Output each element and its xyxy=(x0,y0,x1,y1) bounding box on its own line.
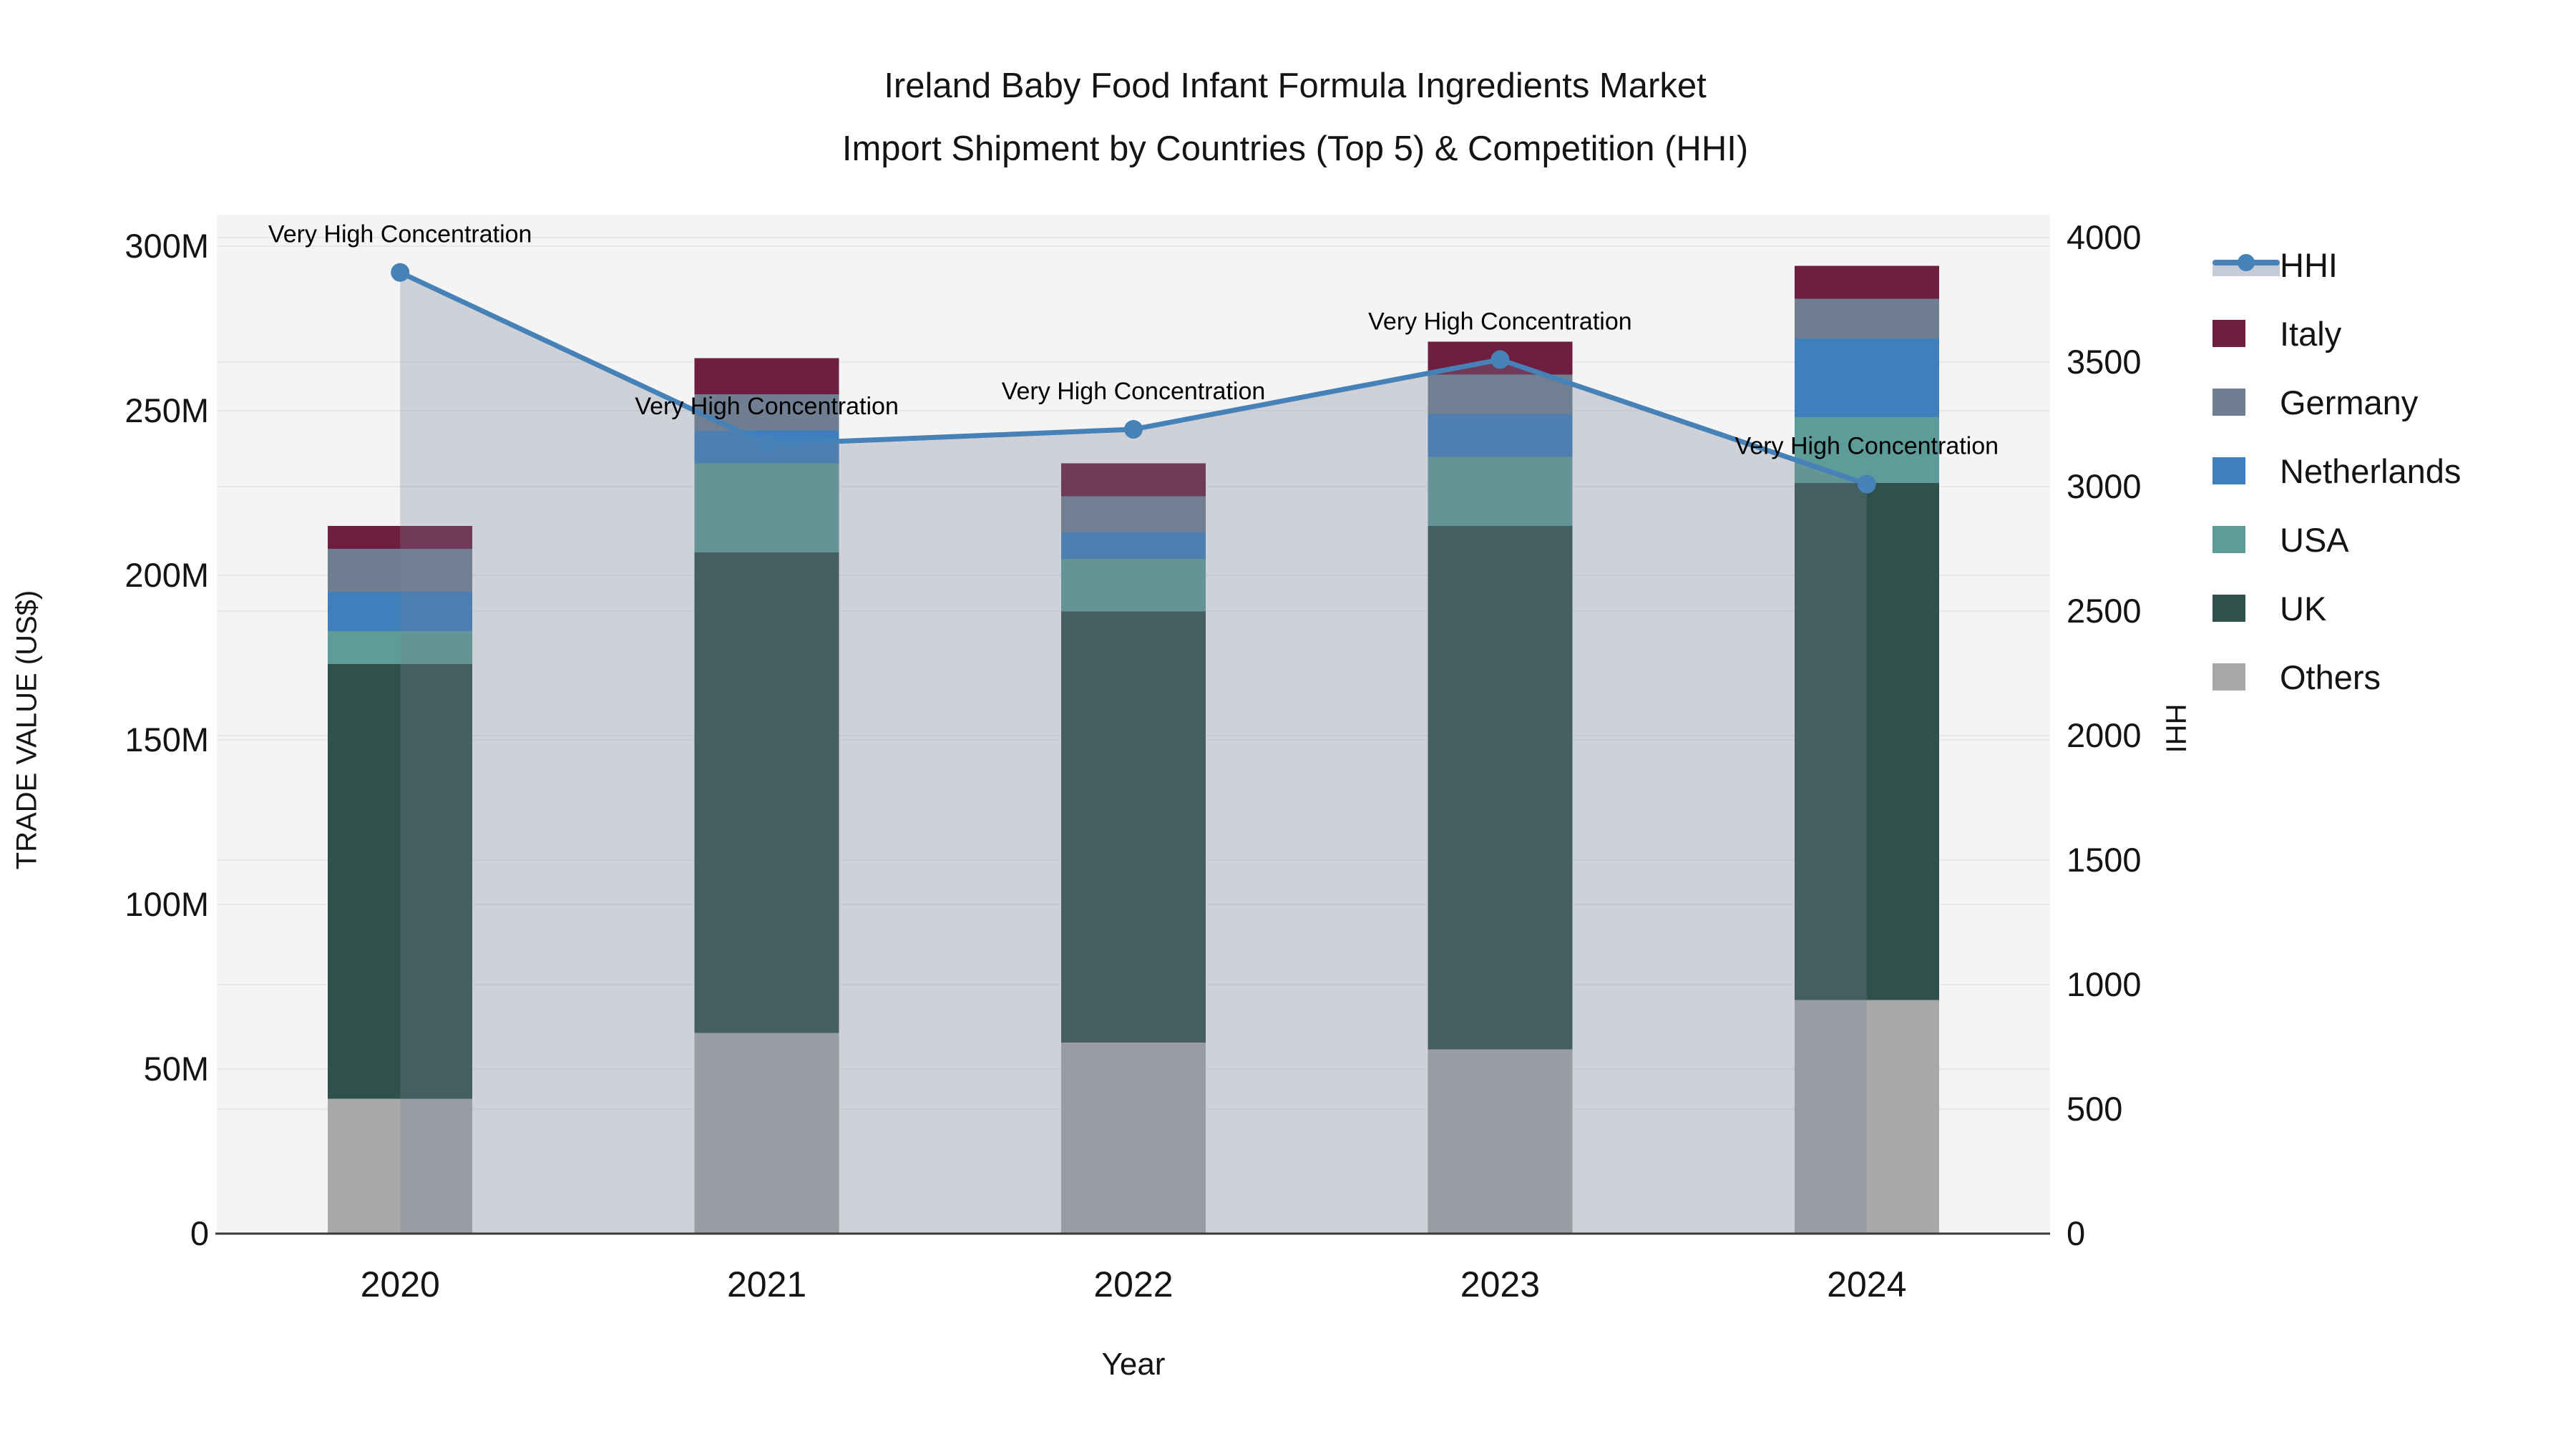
y-right-tick-label: 2000 xyxy=(2067,716,2142,754)
legend-swatch-others xyxy=(2212,663,2245,691)
y-right-tick-label: 0 xyxy=(2067,1214,2085,1252)
bar-segment-others-2024[interactable] xyxy=(1794,1000,1939,1234)
bar-segment-uk-2021[interactable] xyxy=(694,552,839,1033)
bar-segment-uk-2022[interactable] xyxy=(1061,611,1206,1043)
bar-segment-germany-2021[interactable] xyxy=(694,394,839,431)
y-axis-title-right: HHI xyxy=(2160,703,2192,753)
hhi-marker-2022[interactable] xyxy=(1124,419,1143,439)
bar-segment-italy-2020[interactable] xyxy=(328,526,473,550)
bar-segment-netherlands-2023[interactable] xyxy=(1428,414,1573,457)
y-left-tick-label: 150M xyxy=(125,721,209,758)
y-left-tick-label: 200M xyxy=(125,556,209,594)
y-right-tick-label: 3500 xyxy=(2067,343,2142,381)
bar-segment-netherlands-2020[interactable] xyxy=(328,592,473,632)
bar-segment-uk-2024[interactable] xyxy=(1794,483,1939,1000)
legend-item-usa[interactable]: USA xyxy=(2212,505,2461,574)
y-right-tick-label: 1500 xyxy=(2067,841,2142,879)
legend-item-italy[interactable]: Italy xyxy=(2212,299,2461,368)
bar-segment-usa-2022[interactable] xyxy=(1061,559,1206,612)
y-right-tick-label: 4000 xyxy=(2067,218,2142,256)
bar-segment-germany-2024[interactable] xyxy=(1794,298,1939,338)
hhi-marker-2024[interactable] xyxy=(1857,474,1876,494)
x-tick-label-2021: 2021 xyxy=(727,1264,806,1304)
legend-item-label: Netherlands xyxy=(2280,452,2462,490)
legend-item-germany[interactable]: Germany xyxy=(2212,368,2461,436)
y-right-tick-label: 500 xyxy=(2067,1090,2122,1128)
y-left-tick-label: 0 xyxy=(190,1214,209,1252)
legend-swatch-usa xyxy=(2212,526,2245,553)
legend-swatch-uk xyxy=(2212,595,2245,622)
hhi-marker-glyph xyxy=(2238,254,2255,271)
hhi-area-fill xyxy=(400,272,1867,1234)
hhi-marker-2020[interactable] xyxy=(391,263,410,282)
legend-item-label: Italy xyxy=(2280,314,2342,353)
annotation-2022: Very High Concentration xyxy=(1002,378,1266,405)
y-left-tick-label: 300M xyxy=(125,227,209,265)
hhi-marker-2023[interactable] xyxy=(1491,350,1510,369)
legend-swatch-germany xyxy=(2212,389,2245,416)
legend-item-label: HHI xyxy=(2280,245,2338,284)
y-axis-title-left: TRADE VALUE (US$) xyxy=(11,590,43,870)
y-left-tick-label: 50M xyxy=(144,1050,209,1088)
y-right-tick-label: 3000 xyxy=(2067,467,2142,505)
annotation-2024: Very High Concentration xyxy=(1735,433,1999,460)
bar-segment-others-2023[interactable] xyxy=(1428,1049,1573,1234)
bar-segment-others-2022[interactable] xyxy=(1061,1043,1206,1234)
bar-segment-others-2020[interactable] xyxy=(328,1098,473,1234)
x-tick-label-2020: 2020 xyxy=(361,1264,440,1304)
bar-segment-uk-2023[interactable] xyxy=(1428,526,1573,1050)
bar-segment-others-2021[interactable] xyxy=(694,1033,839,1234)
x-tick-label-2023: 2023 xyxy=(1460,1264,1540,1304)
y-right-tick-label: 1000 xyxy=(2067,965,2142,1003)
legend-item-uk[interactable]: UK xyxy=(2212,574,2461,643)
legend-swatch-netherlands xyxy=(2212,457,2245,484)
bar-segment-italy-2021[interactable] xyxy=(694,358,839,394)
legend-item-label: USA xyxy=(2280,520,2349,559)
bar-segment-italy-2024[interactable] xyxy=(1794,265,1939,299)
legend: HHI Italy Germany Netherlands USA UK Others xyxy=(2212,230,2461,711)
bar-segment-uk-2020[interactable] xyxy=(328,664,473,1099)
legend-item-netherlands[interactable]: Netherlands xyxy=(2212,436,2461,505)
bar-segment-usa-2023[interactable] xyxy=(1428,457,1573,526)
bar-segment-netherlands-2024[interactable] xyxy=(1794,338,1939,418)
bar-segment-usa-2024[interactable] xyxy=(1794,417,1939,484)
legend-item-label: UK xyxy=(2280,589,2327,628)
bar-segment-germany-2020[interactable] xyxy=(328,549,473,592)
x-axis-title: Year xyxy=(1101,1347,1166,1382)
y-right-tick-label: 2500 xyxy=(2067,592,2142,630)
bar-segment-usa-2020[interactable] xyxy=(328,631,473,665)
annotation-2020: Very High Concentration xyxy=(268,221,532,248)
x-tick-label-2024: 2024 xyxy=(1827,1264,1906,1304)
annotation-2021: Very High Concentration xyxy=(635,393,899,420)
chart-title-line2: Import Shipment by Countries (Top 5) & C… xyxy=(841,130,1749,168)
bar-segment-germany-2022[interactable] xyxy=(1061,496,1206,533)
legend-item-hhi[interactable]: HHI xyxy=(2212,230,2461,299)
bar-segment-germany-2023[interactable] xyxy=(1428,374,1573,414)
bar-segment-usa-2021[interactable] xyxy=(694,463,839,552)
annotation-2023: Very High Concentration xyxy=(1368,308,1632,336)
legend-item-label: Others xyxy=(2280,658,2381,696)
y-left-tick-label: 250M xyxy=(125,391,209,429)
legend-swatch-italy xyxy=(2212,320,2245,347)
y-left-tick-label: 100M xyxy=(125,885,209,923)
hhi-marker-2021[interactable] xyxy=(757,434,776,454)
hhi-line-swatch-icon xyxy=(2212,250,2280,279)
x-tick-label-2022: 2022 xyxy=(1093,1264,1173,1304)
legend-item-label: Germany xyxy=(2280,383,2419,421)
chart-title-line1: Ireland Baby Food Infant Formula Ingredi… xyxy=(884,67,1707,105)
legend-item-others[interactable]: Others xyxy=(2212,643,2461,711)
bar-segment-italy-2022[interactable] xyxy=(1061,463,1206,497)
chart-title: Ireland Baby Food Infant Formula Ingredi… xyxy=(0,54,2576,180)
bar-segment-netherlands-2022[interactable] xyxy=(1061,532,1206,559)
